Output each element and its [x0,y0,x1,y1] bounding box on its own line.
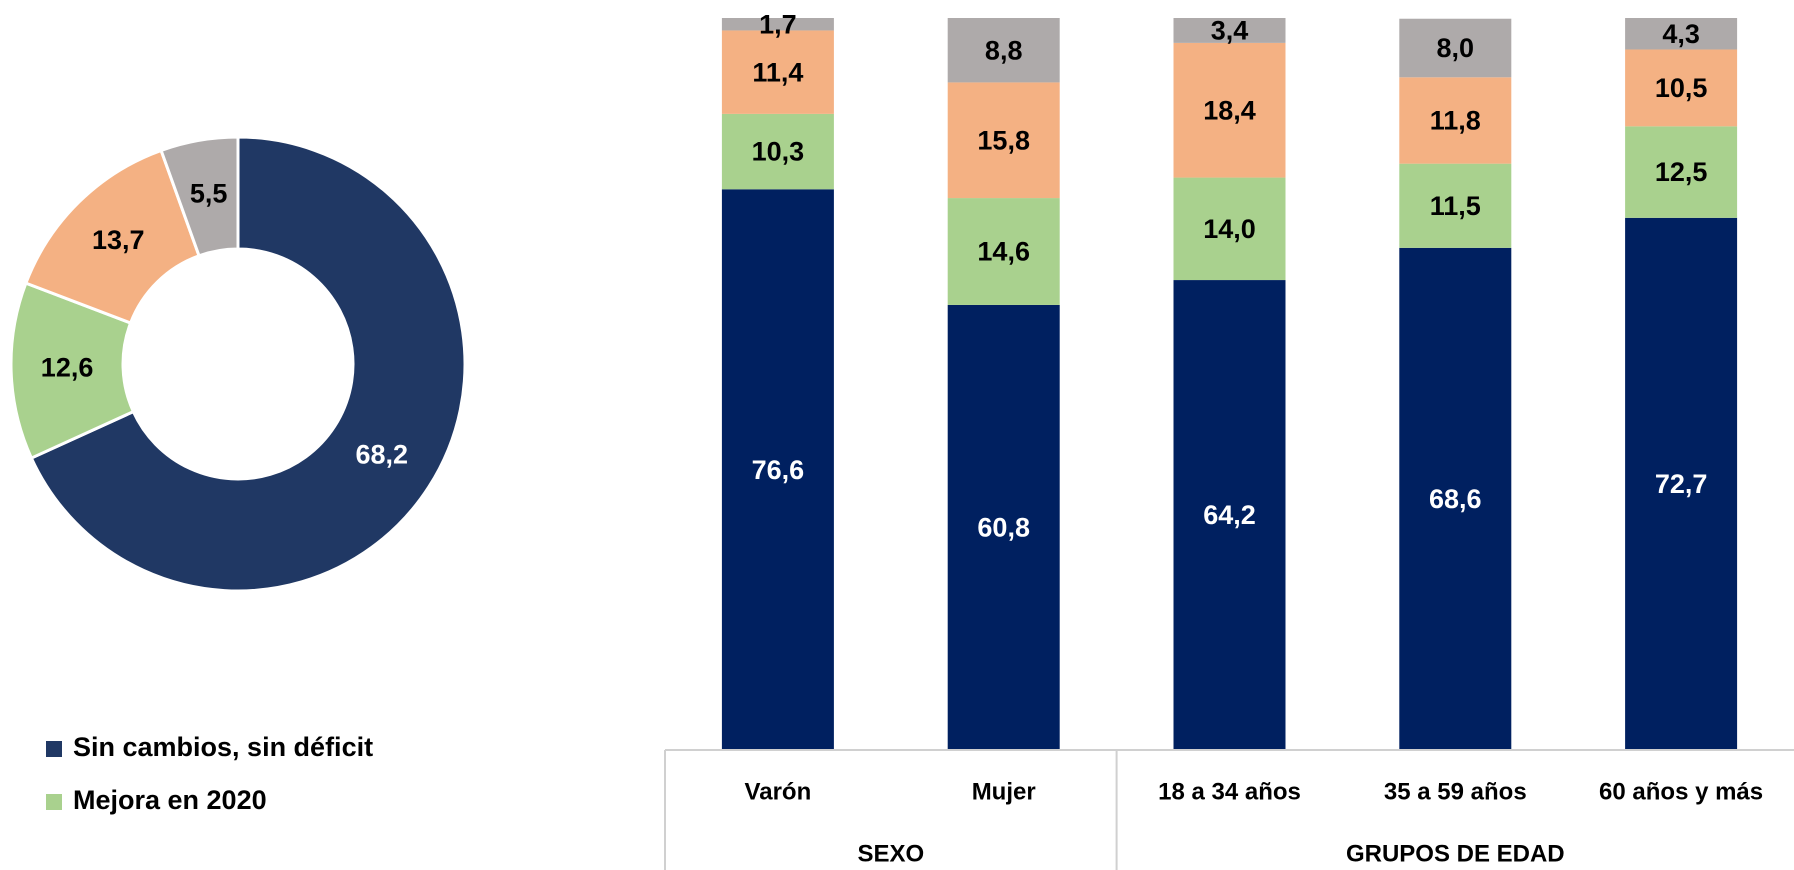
bar-segment [1399,18,1512,78]
bar-segment [721,30,834,114]
x-tick-label: Varón [745,778,812,805]
bar-segment [1173,280,1286,750]
data-label: 12,5 [1655,157,1708,187]
data-label: 76,6 [752,455,805,485]
data-label: 8,0 [1437,33,1475,63]
legend-label: Sin cambios, sin déficit [73,732,373,762]
data-label: 68,6 [1429,484,1482,514]
bar-segment [947,18,1060,83]
data-label: 1,7 [759,9,797,39]
data-label: 10,5 [1655,73,1708,103]
bar-segment [947,304,1060,750]
x-tick-label: 35 a 59 años [1384,778,1527,805]
bar-segment [947,82,1060,199]
bar-segment [1625,217,1738,750]
legend-label: Mejora en 2020 [73,785,267,815]
donut-slice [159,135,240,258]
data-label: 64,2 [1203,500,1256,530]
data-label: 11,5 [1430,191,1481,221]
bar-segment [1625,49,1738,127]
data-label: 72,7 [1655,469,1708,499]
legend-swatch [46,741,62,757]
bar-segment [1173,42,1286,178]
data-label: 12,6 [41,352,94,382]
bar-segment [1399,247,1512,750]
bar-segment [721,18,834,31]
bar-segment [1399,163,1512,248]
data-label: 10,3 [752,137,805,167]
legend-swatch [46,794,62,810]
x-tick-label: Mujer [972,778,1036,805]
group-label: GRUPOS DE EDAD [1346,840,1565,867]
data-label: 5,5 [190,179,228,209]
data-label: 18,4 [1203,95,1256,125]
donut-slice [29,135,467,593]
data-label: 8,8 [985,35,1023,65]
bar-segment [947,198,1060,305]
bar-segment [1399,77,1512,164]
data-label: 14,0 [1203,214,1256,244]
x-tick-label: 60 años y más [1599,778,1763,805]
bar-segment [1625,126,1738,218]
data-label: 68,2 [356,440,409,470]
data-label: 11,8 [1430,106,1481,136]
bar-segment [1173,18,1286,43]
data-label: 3,4 [1211,16,1249,46]
x-tick-label: 18 a 34 años [1158,778,1301,805]
data-label: 14,6 [977,237,1030,267]
bar-segment [1625,18,1738,50]
data-label: 15,8 [977,125,1030,155]
bar-segment [721,113,834,190]
data-label: 4,3 [1662,19,1700,49]
bar-segment [721,189,834,751]
data-label: 11,4 [752,57,803,87]
data-label: 60,8 [977,513,1030,543]
bar-segment [1173,177,1286,281]
data-label: 13,7 [92,225,145,255]
group-label: SEXO [857,840,924,867]
